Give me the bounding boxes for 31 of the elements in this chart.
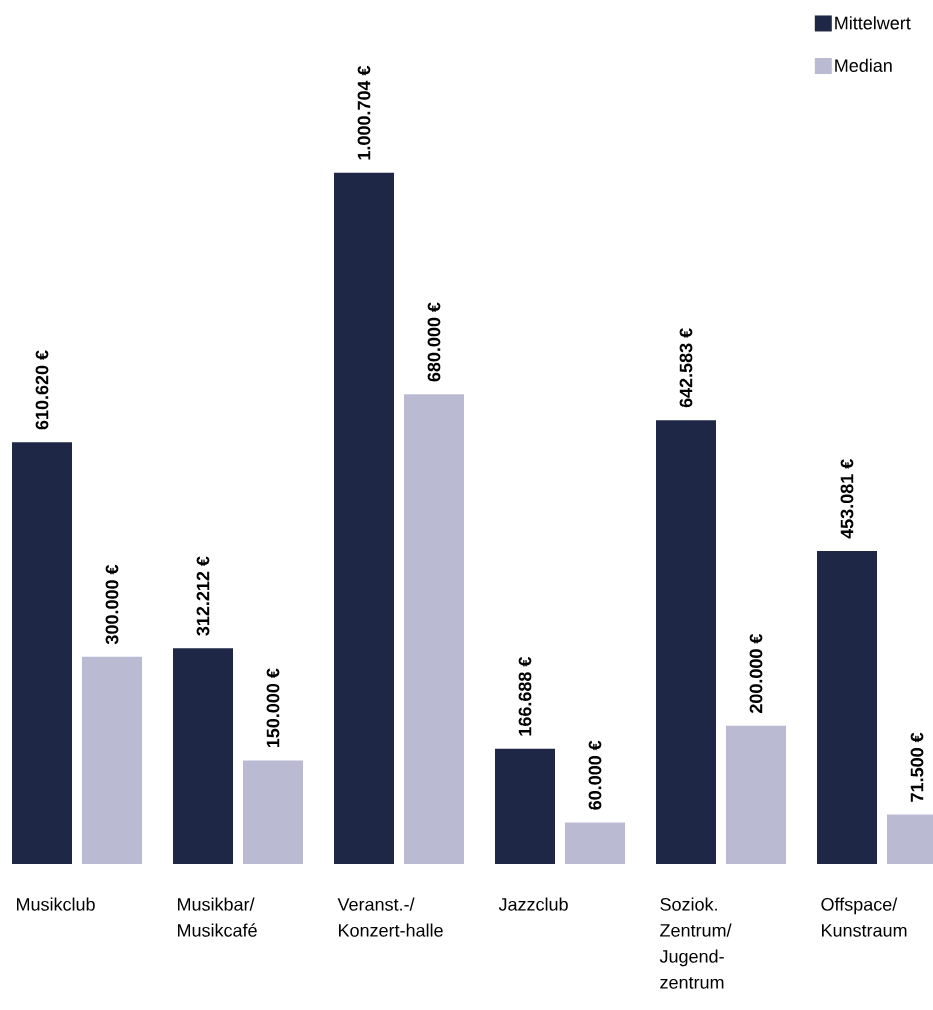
bar (495, 748, 555, 864)
bar (243, 760, 303, 864)
x-tick-label: Musikbar/ Musikcafé (178, 897, 257, 937)
bar (565, 822, 625, 864)
bar (12, 442, 72, 864)
data-label: 453.081 € (840, 459, 854, 539)
bar (173, 648, 233, 864)
legend-label: Median (835, 58, 892, 72)
x-tick-label: Soziok. Zentrum/ Jugend-zentrum (659, 897, 732, 989)
data-label: 200.000 € (749, 633, 763, 714)
data-label: 610.620 € (35, 350, 49, 430)
data-label: 71.500 € (910, 732, 924, 802)
data-label: 166.688 € (518, 656, 532, 736)
data-label: 300.000 € (105, 564, 119, 645)
bar (82, 656, 142, 864)
bar (404, 394, 464, 864)
x-tick-label: Offspace/ Kunstraum (821, 897, 907, 937)
data-label: 642.583 € (679, 328, 693, 408)
x-tick-label: Veranst.-/ Konzert-halle (337, 897, 443, 937)
legend-label: Mittelwert (835, 16, 911, 30)
x-tick-label: Jazzclub (498, 897, 568, 911)
data-label: 312.212 € (196, 556, 210, 636)
bar (334, 172, 394, 864)
data-label: 680.000 € (427, 302, 441, 382)
bar (656, 420, 716, 864)
x-tick-label: Musikclub (17, 897, 95, 911)
bar (817, 551, 877, 864)
data-label: 60.000 € (588, 740, 602, 810)
bar (726, 725, 786, 864)
data-label: 150.000 € (266, 668, 280, 748)
data-label: 1.000.704 € (357, 65, 371, 160)
